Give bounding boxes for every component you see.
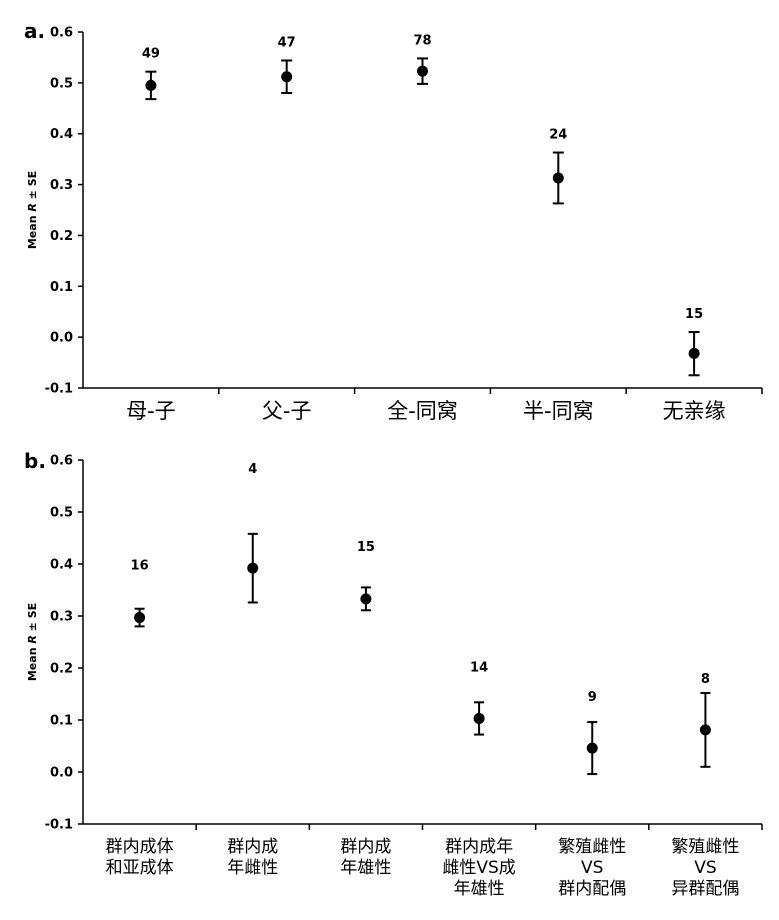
x-category-label: 群内成体和亚成体	[106, 837, 174, 878]
x-category-label: 全-同窝	[387, 399, 458, 423]
sample-size-label: 47	[278, 35, 296, 50]
sample-size-label: 24	[549, 128, 567, 143]
x-category-label: 群内成年雄性	[340, 837, 391, 878]
y-tick-label: -0.1	[45, 818, 73, 833]
sample-size-label: 15	[685, 307, 703, 322]
data-point	[473, 712, 485, 724]
y-tick-label: 0.5	[50, 76, 73, 91]
sample-size-label: 14	[470, 660, 488, 675]
data-point	[586, 742, 598, 754]
y-tick-label: 0.2	[50, 662, 73, 677]
y-tick-label: 0.6	[50, 26, 73, 41]
data-point	[360, 593, 372, 605]
x-category-label: 无亲缘	[663, 399, 726, 423]
y-tick-label: 0.4	[50, 558, 73, 573]
sample-size-label: 49	[142, 47, 160, 62]
sample-size-label: 8	[701, 672, 710, 687]
panel-a: a. -0.1 0.0 0.1 0.2 0.3 0.4 0.5 0.6 Mean R ± SE 母-…	[24, 19, 763, 423]
panel-label: b.	[24, 449, 46, 473]
x-category-label: 父-子	[262, 399, 312, 423]
y-tick-label: 0.1	[50, 714, 73, 729]
y-tick-label: 0.2	[50, 229, 73, 244]
y-tick-label: 0.0	[50, 766, 73, 781]
y-tick-label: 0.6	[50, 454, 73, 469]
x-category-label: 群内成年雌性	[227, 837, 278, 878]
y-axis-label: Mean R ± SE	[26, 171, 39, 249]
x-category-label: 繁殖雌性 VS 异群配偶	[671, 837, 739, 899]
sample-size-label: 78	[413, 33, 431, 48]
y-tick-label: 0.1	[50, 280, 73, 295]
data-point	[688, 347, 700, 359]
y-axis-label: Mean R ± SE	[26, 603, 39, 681]
y-tick-label: 0.0	[50, 331, 73, 346]
data-point	[281, 71, 293, 83]
y-tick-label: 0.3	[50, 610, 73, 625]
x-category-label: 繁殖雌性 VS 群内配偶	[558, 837, 626, 899]
data-point	[134, 612, 146, 624]
sample-size-label: 16	[131, 559, 149, 574]
y-tick-label: 0.3	[50, 178, 73, 193]
data-point	[699, 724, 711, 736]
data-point	[552, 172, 564, 184]
panel-label: a.	[24, 19, 45, 43]
x-category-label: 群内成年雌性VS成年雄性	[442, 837, 515, 899]
y-tick-label: 0.5	[50, 506, 73, 521]
data-point	[145, 79, 157, 91]
sample-size-label: 4	[248, 462, 257, 477]
data-point	[417, 65, 428, 77]
sample-size-label: 15	[357, 540, 375, 555]
sample-size-label: 9	[588, 690, 597, 705]
y-tick-label: -0.1	[45, 382, 73, 397]
y-tick-label: 0.4	[50, 127, 73, 142]
x-category-label: 半-同窝	[523, 399, 594, 423]
panel-b: b. -0.1 0.0 0.1 0.2 0.3 0.4 0.5 0.6 Mean R ± SE 群内…	[24, 449, 763, 899]
x-category-label: 母-子	[126, 399, 176, 423]
data-point	[247, 562, 259, 574]
